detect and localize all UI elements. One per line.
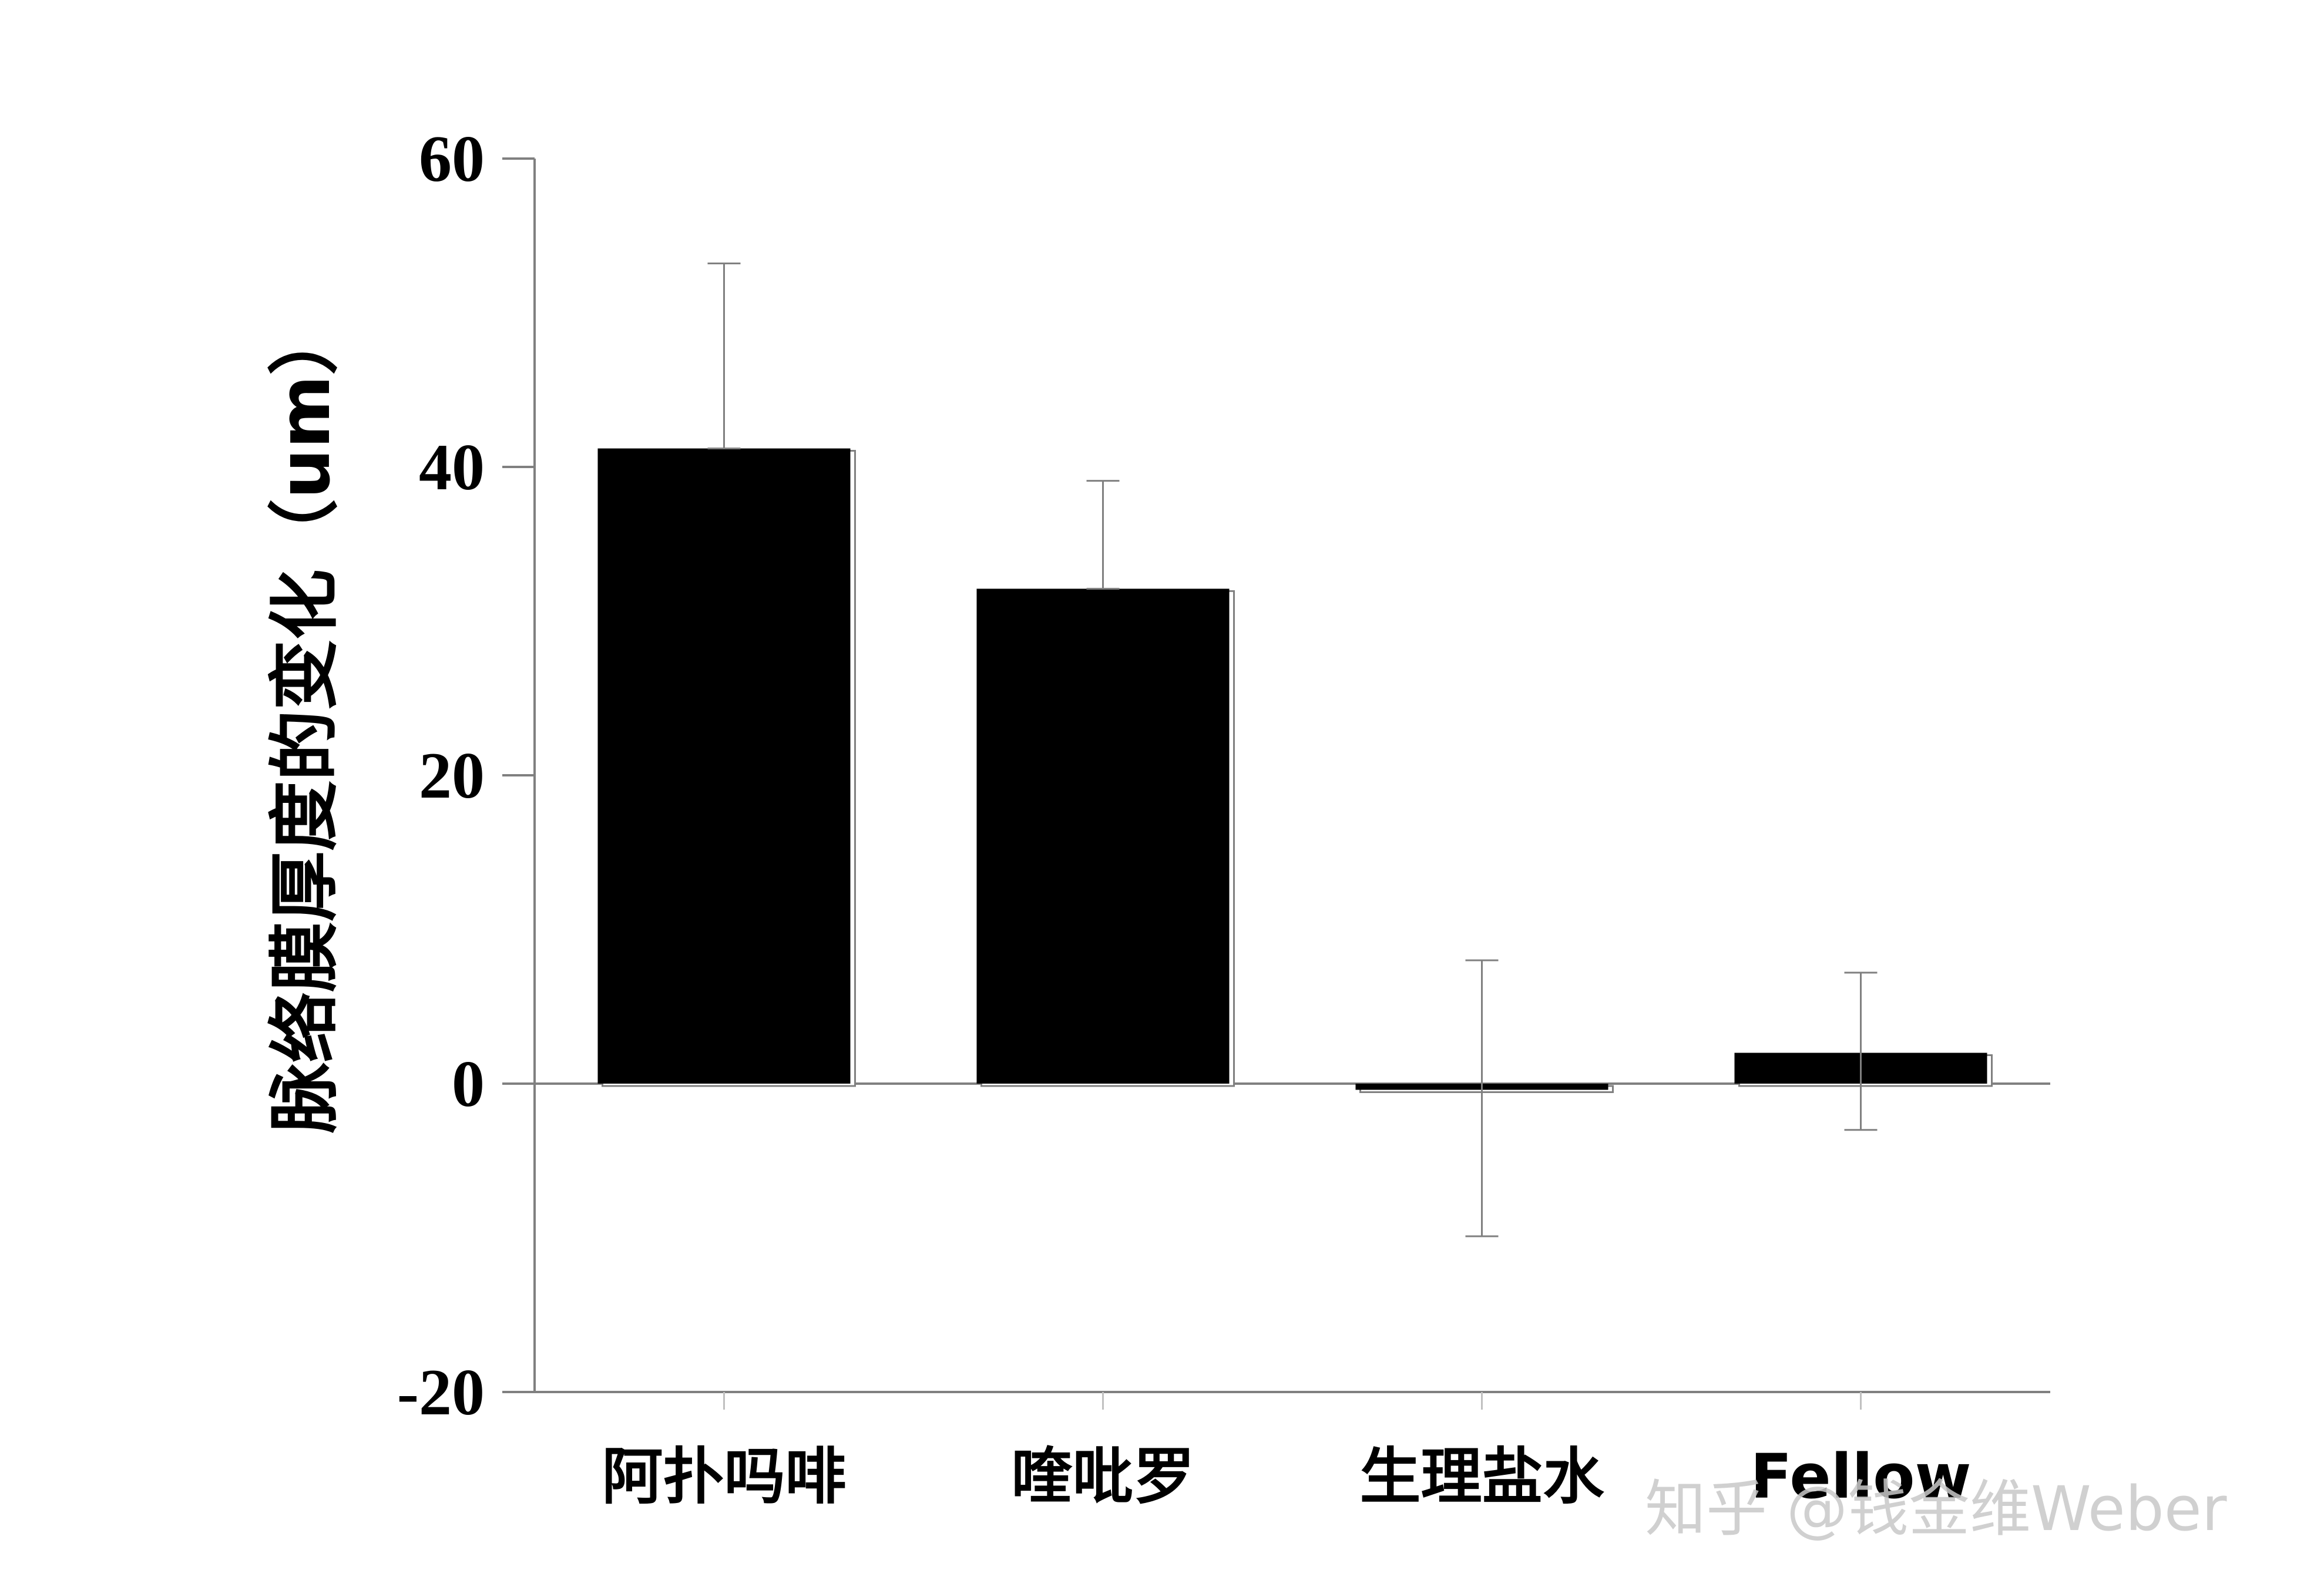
y-tick-label: -20 [397,1356,485,1429]
x-category-label: 喹吡罗 [1011,1441,1194,1512]
y-tick-label: 40 [419,431,485,504]
y-tick-label: 20 [419,739,485,812]
bar [597,448,851,1084]
y-tick-label: 0 [452,1048,485,1121]
x-category-label: 阿扑吗啡 [602,1441,846,1512]
watermark-text: 知乎 @钱金维Weber [1645,1473,2227,1545]
y-tick-label: 60 [419,123,485,196]
x-category-labels: 阿扑吗啡 喹吡罗 生理盐水 Fellow [602,1441,1971,1512]
bar [976,589,1230,1084]
x-category-label: 生理盐水 [1359,1441,1604,1512]
x-category-label: Fellow [1750,1441,1971,1512]
y-axis-title: 脉络膜厚度的变化（um） [264,305,346,1133]
bars [597,448,1993,1093]
error-bars [707,263,1878,1238]
y-ticks: -20 0 20 40 60 [397,123,535,1429]
